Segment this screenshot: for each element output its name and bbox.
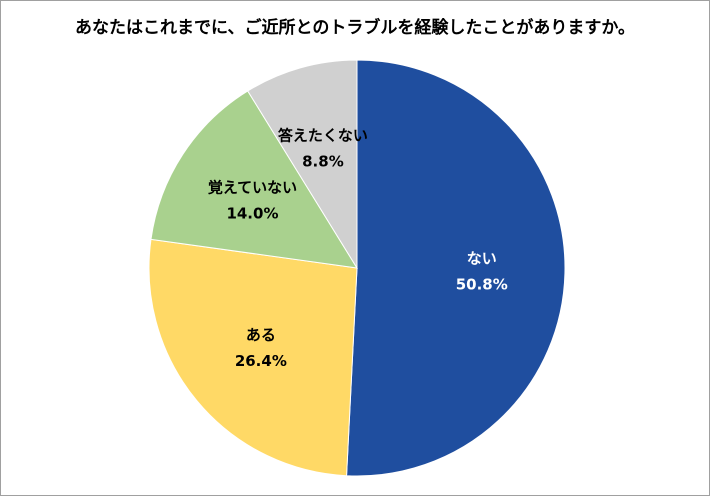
slice-value-label: 14.0% (226, 204, 278, 222)
slice-value-label: 26.4% (235, 352, 287, 370)
pie-slice (346, 59, 566, 477)
pie-slice (150, 90, 358, 269)
slice-category-label: 答えたくない (278, 126, 368, 144)
slice-value-label: 50.8% (456, 276, 508, 294)
chart-title: あなたはこれまでに、ご近所とのトラブルを経験したことがありますか。 (75, 17, 635, 38)
slice-value-label: 8.8% (302, 152, 344, 170)
pie-slice (247, 59, 358, 270)
pie-slice (148, 238, 358, 477)
slice-category-label: ない (467, 250, 497, 268)
slice-category-label: ある (246, 326, 276, 344)
slice-category-label: 覚えていない (208, 178, 297, 196)
